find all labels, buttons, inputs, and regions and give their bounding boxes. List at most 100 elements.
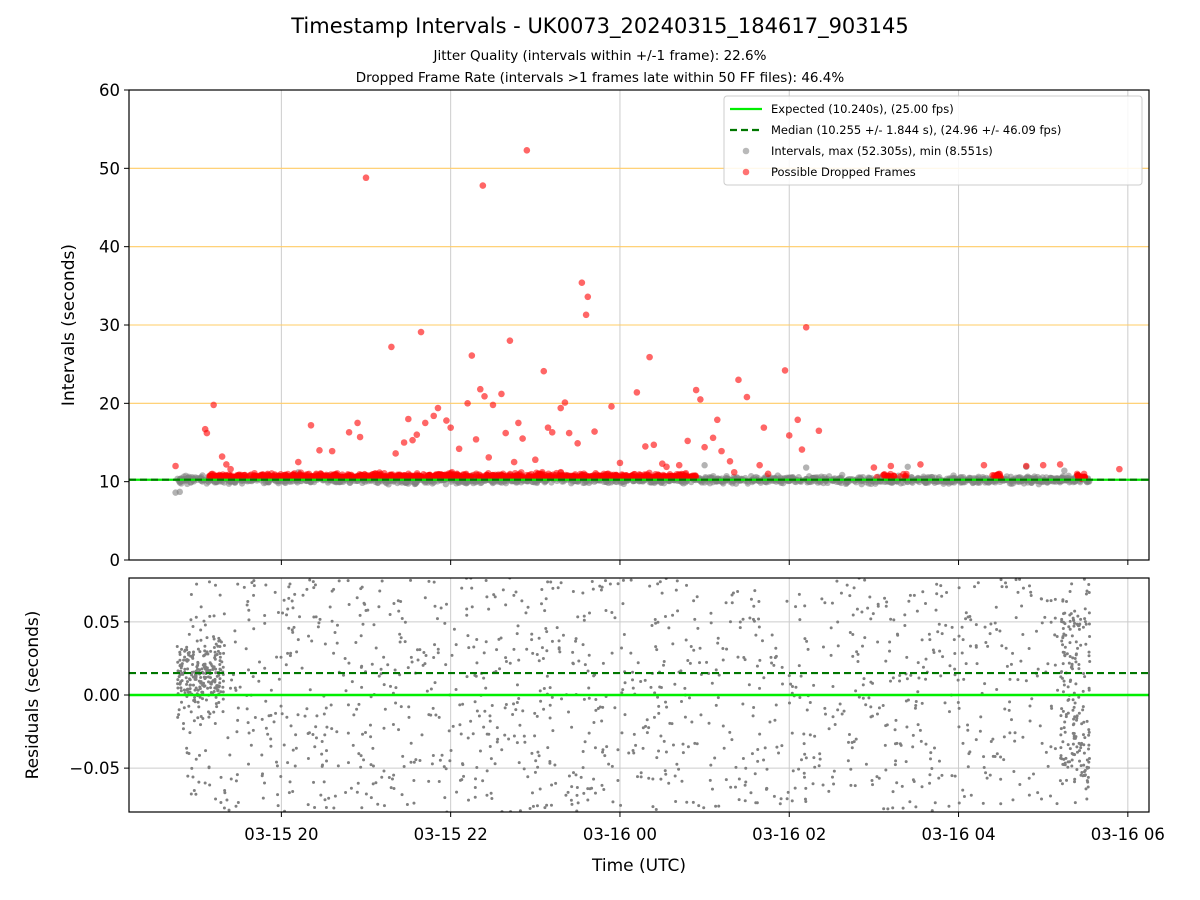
residual-point	[409, 578, 413, 582]
residual-point	[1061, 635, 1065, 639]
residual-point	[1085, 766, 1089, 770]
residual-point	[247, 731, 251, 735]
residual-point	[403, 620, 407, 624]
dropped-frame-point	[316, 447, 323, 454]
dropped-frame-point	[781, 367, 789, 374]
residual-point	[741, 617, 745, 621]
residual-point	[821, 783, 825, 787]
interval-point	[282, 479, 289, 487]
residual-point	[208, 783, 212, 787]
residual-point	[1075, 622, 1079, 626]
residual-point	[592, 720, 596, 724]
residual-point	[1068, 619, 1072, 623]
residual-point	[280, 712, 284, 716]
dropped-frame-point	[172, 462, 179, 470]
residual-point	[1077, 627, 1081, 631]
residual-point	[380, 775, 384, 779]
residual-point	[861, 644, 865, 648]
residual-point	[440, 753, 444, 757]
residual-point	[230, 678, 234, 682]
residual-point	[191, 624, 195, 628]
residual-point	[273, 590, 277, 594]
residual-point	[1060, 617, 1064, 621]
residual-point	[1079, 617, 1083, 621]
residual-point	[1083, 675, 1087, 679]
residual-point	[1055, 634, 1059, 638]
residual-point	[264, 726, 268, 730]
residual-point	[611, 800, 615, 804]
residual-point	[1053, 747, 1057, 751]
intervals-y-tick-label: 20	[99, 394, 120, 413]
dropped-frame-point	[548, 429, 556, 436]
residual-point	[363, 731, 367, 735]
residual-point	[832, 769, 836, 773]
residual-point	[1024, 679, 1028, 683]
residual-point	[974, 623, 978, 627]
residual-point	[935, 582, 939, 586]
residual-point	[849, 767, 853, 771]
residual-point	[621, 578, 625, 582]
residual-point	[422, 650, 426, 654]
residual-point	[371, 764, 375, 768]
residual-point	[201, 690, 205, 694]
residual-point	[650, 623, 654, 627]
residual-point	[252, 627, 256, 631]
residual-point	[322, 780, 326, 784]
residual-point	[901, 806, 905, 810]
residual-point	[222, 806, 226, 810]
dropped-frame-point	[405, 415, 412, 423]
residual-point	[218, 662, 222, 666]
residual-point	[1076, 646, 1080, 650]
residual-point	[191, 653, 195, 657]
residual-point	[1064, 756, 1068, 760]
dropped-frame-point	[587, 472, 595, 480]
residual-point	[671, 642, 675, 646]
dropped-frame-point	[1116, 465, 1123, 473]
residual-point	[1087, 590, 1091, 594]
residual-point	[1070, 664, 1074, 668]
residual-point	[960, 625, 964, 629]
residual-point	[252, 584, 256, 588]
residual-point	[877, 706, 881, 710]
dropped-frame-point	[642, 443, 649, 450]
residual-point	[1083, 773, 1087, 777]
residual-point	[328, 605, 332, 609]
intervals-y-tick-label: 30	[99, 316, 120, 335]
residual-point	[330, 727, 334, 731]
residual-point	[190, 766, 194, 770]
residual-point	[905, 655, 909, 659]
residual-point	[692, 648, 696, 652]
residual-point	[1082, 763, 1086, 767]
residual-point	[928, 773, 932, 777]
residual-point	[600, 783, 604, 787]
dropped-frame-point	[362, 174, 370, 182]
residual-point	[1059, 746, 1063, 750]
residual-point	[196, 647, 200, 651]
residual-point	[714, 703, 718, 707]
dropped-frame-point	[726, 458, 734, 465]
residual-point	[470, 605, 474, 609]
residual-point	[789, 682, 793, 686]
dropped-frame-point	[1039, 461, 1047, 469]
residual-point	[180, 700, 184, 704]
residual-point	[465, 675, 469, 679]
residual-point	[805, 639, 809, 643]
residual-point	[567, 774, 571, 778]
residual-point	[933, 801, 937, 805]
dropped-frame-point	[785, 432, 793, 439]
residual-point	[399, 636, 403, 640]
residual-point	[665, 705, 669, 709]
dropped-frame-point	[476, 385, 484, 393]
residual-point	[1000, 644, 1004, 648]
residual-point	[196, 716, 200, 720]
residual-point	[359, 754, 363, 758]
residual-point	[526, 775, 530, 779]
dropped-frame-point	[718, 447, 725, 455]
residual-point	[654, 621, 658, 625]
residual-point	[770, 661, 774, 665]
residual-point	[920, 785, 924, 789]
residual-point	[569, 798, 573, 802]
residual-point	[1030, 697, 1034, 701]
residual-point	[314, 736, 318, 740]
